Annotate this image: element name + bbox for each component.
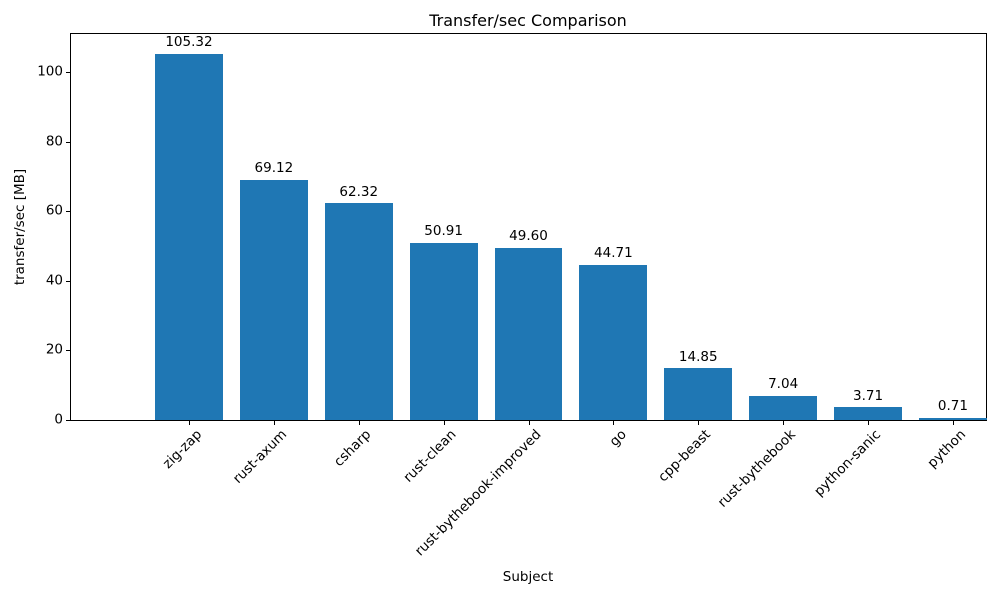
- bar: [579, 264, 648, 420]
- y-tick-mark: [66, 211, 70, 212]
- bar: [918, 417, 987, 420]
- bar: [324, 203, 393, 420]
- bar: [494, 247, 563, 420]
- x-tick-mark: [783, 421, 784, 425]
- y-tick-mark: [66, 350, 70, 351]
- bar-value-label: 44.71: [594, 245, 633, 262]
- bar-value-label: 0.71: [937, 398, 968, 415]
- x-axis-label: Subject: [502, 569, 554, 585]
- x-tick-mark: [444, 421, 445, 425]
- x-tick-mark: [529, 421, 530, 425]
- x-tick-label: rust-bythebook: [714, 426, 800, 511]
- y-tick-mark: [66, 142, 70, 143]
- x-tick-mark: [274, 421, 275, 425]
- y-tick-label: 80: [45, 133, 63, 150]
- x-tick-label: csharp: [331, 426, 375, 471]
- y-tick-mark: [66, 72, 70, 73]
- y-tick-label: 60: [45, 202, 63, 219]
- x-tick-mark: [868, 421, 869, 425]
- bar-value-label: 3.71: [852, 387, 884, 404]
- y-axis-label: transfer/sec [MB]: [12, 168, 28, 286]
- y-tick-mark: [66, 420, 70, 421]
- bar: [239, 179, 308, 420]
- plot-area: 105.32 69.12 62.32 50.91 49.60 44.71 14.85 7.04…: [70, 33, 987, 421]
- bar: [409, 242, 478, 420]
- bar-value-label: 62.32: [339, 183, 379, 200]
- bar-value-label: 105.32: [165, 34, 213, 51]
- bar-value-label: 49.60: [509, 228, 548, 245]
- y-tick-label: 40: [45, 272, 63, 289]
- y-tick-mark: [66, 281, 70, 282]
- bar-value-label: 50.91: [424, 223, 463, 240]
- x-tick-label: cpp-beast: [655, 426, 715, 486]
- chart-title: Transfer/sec Comparison: [429, 11, 627, 30]
- bar: [664, 368, 733, 420]
- bar: [155, 53, 223, 420]
- bar-value-label: 14.85: [678, 348, 718, 365]
- x-tick-mark: [189, 421, 190, 425]
- bar: [749, 395, 818, 420]
- x-tick-label: go: [606, 426, 630, 450]
- x-tick-label: zig-zap: [159, 426, 205, 472]
- bar-value-label: 69.12: [254, 160, 294, 177]
- x-tick-mark: [953, 421, 954, 425]
- x-tick-label: rust-clean: [400, 426, 460, 486]
- y-tick-label: 100: [37, 63, 63, 80]
- bar-value-label: 7.04: [768, 376, 799, 393]
- y-tick-label: 20: [45, 341, 63, 358]
- x-tick-label: python-sanic: [810, 426, 884, 500]
- bar: [834, 407, 902, 420]
- x-tick-label: rust-axum: [229, 426, 290, 487]
- x-tick-mark: [359, 421, 360, 425]
- x-tick-mark: [613, 421, 614, 425]
- x-tick-label: python: [924, 426, 969, 472]
- y-tick-label: 0: [54, 411, 63, 428]
- x-tick-mark: [698, 421, 699, 425]
